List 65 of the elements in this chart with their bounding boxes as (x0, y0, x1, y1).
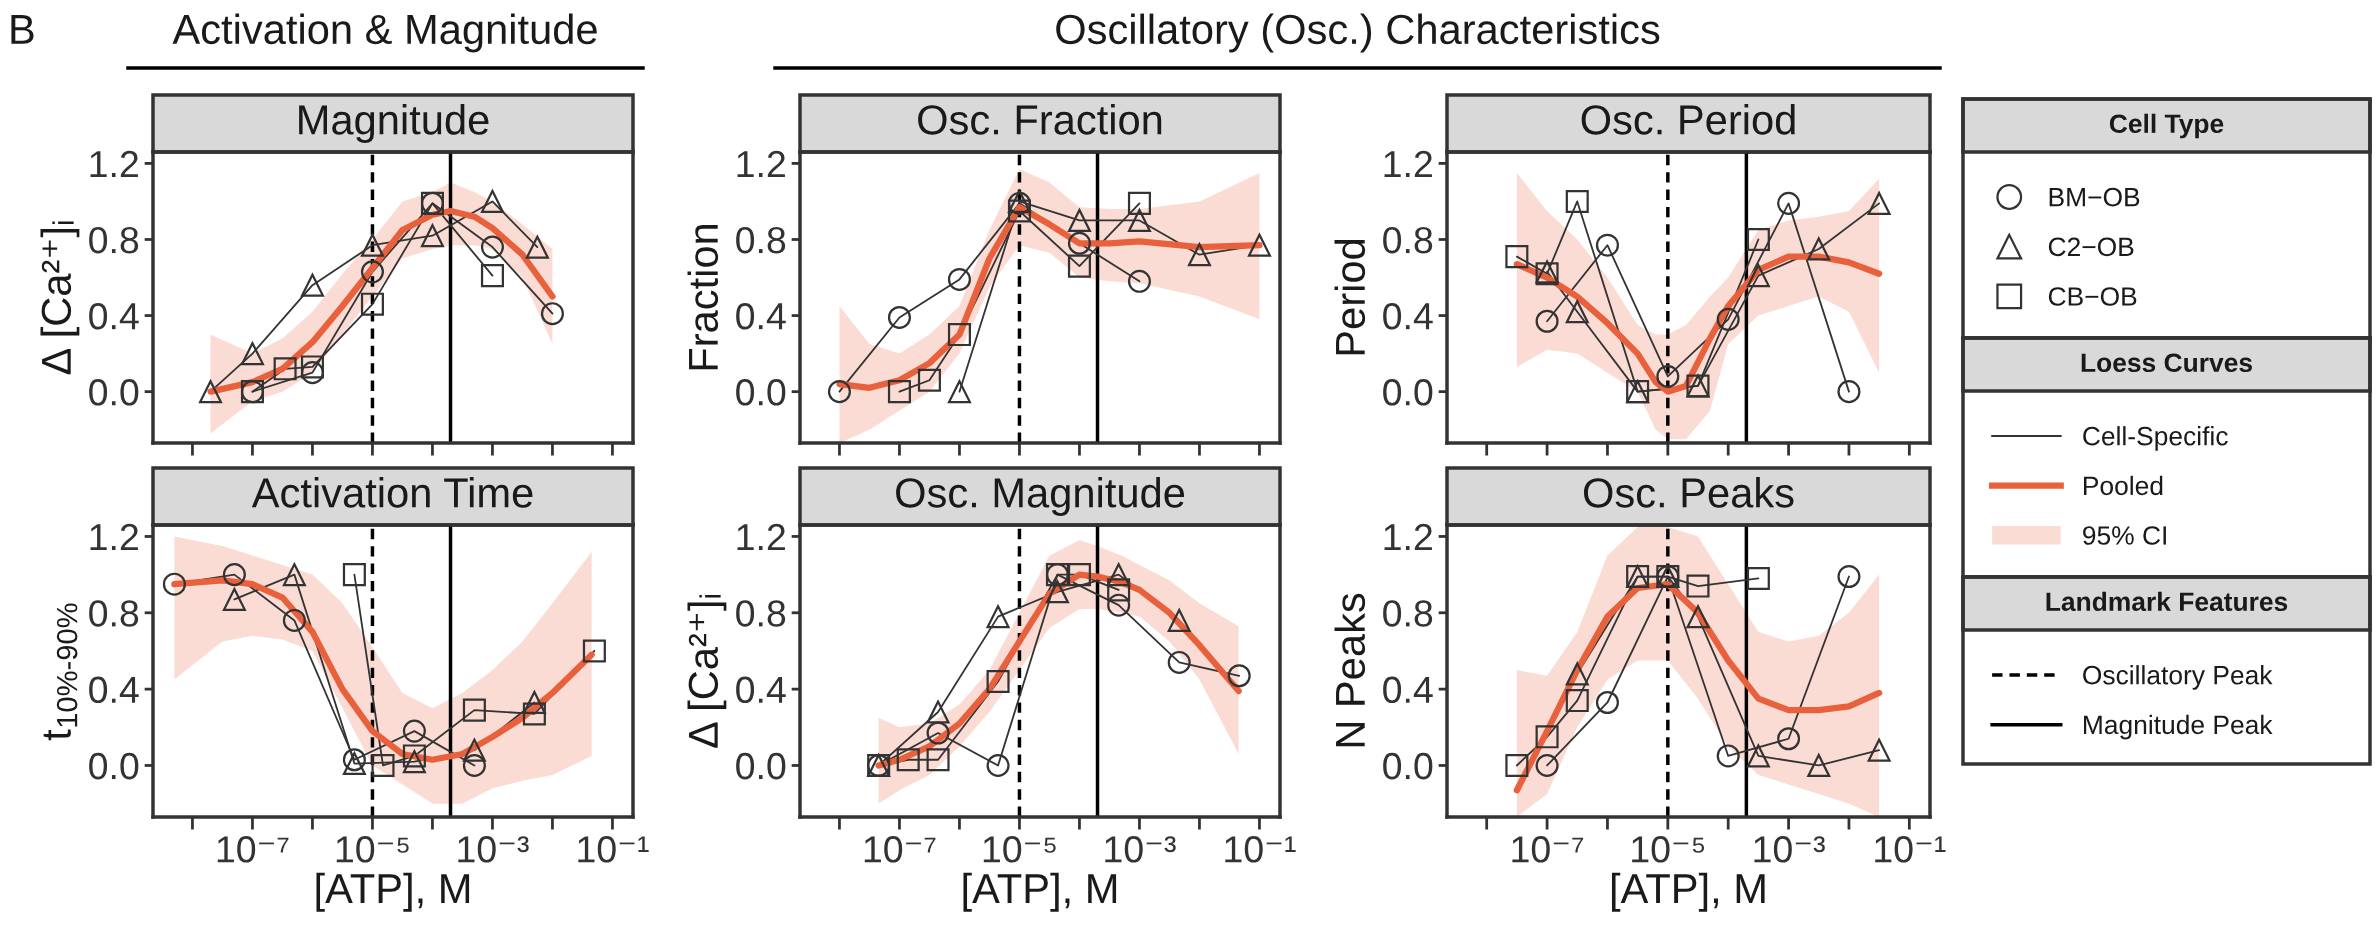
y-tick-label: 1.2 (737, 523, 785, 551)
legend-label: Pooled (2084, 475, 2163, 496)
text: Loess Curves (2081, 353, 2252, 373)
y-tick-label: 1.2 (90, 150, 138, 177)
y-axis-title: Δ [Ca²⁺]ᵢ (40, 221, 80, 375)
chart-title: Osc. Magnitude (896, 477, 1185, 516)
text: Landmark Features (2046, 591, 2288, 612)
y-tick-label: 0.0 (1383, 752, 1433, 780)
y-axis-title: Δ [Ca²⁺]ᵢ (687, 595, 727, 748)
y-tick-label: 1.2 (90, 523, 138, 551)
y-tick-label: 0.8 (1383, 600, 1433, 627)
x-tick-label: 10⁻³ (1105, 836, 1176, 863)
y-tick-label: 0.0 (89, 379, 139, 406)
y-axis-title: N Peaks (1334, 593, 1366, 747)
chart-title: Osc. Fraction (918, 104, 1162, 135)
legend-label: CB−OB (2048, 287, 2137, 306)
legend-label: Magnitude Peak (2084, 714, 2273, 740)
x-tick-label: 10⁻³ (1754, 836, 1825, 863)
x-tick-label: 10⁻¹ (578, 836, 649, 863)
y-tick-label: 1.2 (1384, 150, 1432, 177)
y-tick-label: 0.0 (89, 752, 139, 780)
x-tick-label: 10⁻⁷ (217, 836, 289, 863)
chart-title: Osc. Peaks (1583, 477, 1794, 508)
y-tick-label: 1.2 (737, 150, 785, 177)
x-tick-label: 10⁻¹ (1225, 836, 1296, 863)
text: Cell-Specific (2083, 426, 2228, 451)
chart-title: Osc. Period (1581, 104, 1795, 135)
y-tick-label: 0.0 (736, 379, 786, 406)
chart-title: Magnitude (299, 104, 489, 143)
legend-label: Oscillatory Peak (2083, 665, 2273, 690)
chart-title: Activation Time (251, 477, 533, 508)
chart-subtitle: Oscillatory (Osc.) Characteristics (1056, 13, 1660, 53)
y-tick-label: 0.0 (1383, 379, 1433, 406)
y-tick-label: 0.4 (89, 302, 139, 330)
x-tick-label: 10⁻³ (458, 836, 529, 863)
x-axis-title: [ATP], M (1611, 872, 1765, 912)
y-axis-title: Fraction (687, 224, 719, 370)
y-axis-title: Period (1334, 239, 1366, 355)
y-tick-label: 0.8 (1383, 226, 1433, 254)
y-tick-label: 0.8 (736, 226, 786, 254)
y-tick-label: 0.8 (89, 226, 139, 254)
y-tick-label: 0.0 (736, 752, 786, 780)
y-tick-label: 0.4 (1383, 302, 1433, 330)
legend-label: BM−OB (2049, 187, 2140, 207)
y-axis-title: t$_{10%-90%}$ (43, 603, 78, 741)
text: 95% CI (2083, 526, 2166, 545)
x-tick-label: 10⁻⁵ (983, 836, 1056, 863)
y-tick-label: 0.8 (736, 600, 786, 627)
legend-label: C2−OB (2048, 237, 2134, 257)
chart-subtitle: Activation & Magnitude (172, 13, 597, 53)
y-tick-label: 0.8 (89, 600, 139, 627)
x-tick-label: 10⁻¹ (1875, 836, 1946, 863)
x-tick-label: 10⁻⁷ (1512, 836, 1584, 863)
y-tick-label: 0.4 (736, 676, 786, 704)
legend-title: Cell Type (2109, 113, 2224, 139)
y-tick-label: 1.2 (1384, 523, 1432, 551)
x-tick-label: 10⁻⁵ (1632, 836, 1705, 863)
y-tick-label: 0.4 (736, 302, 786, 330)
text: B (11, 15, 34, 44)
x-axis-title: [ATP], M (316, 872, 470, 912)
x-tick-label: 10⁻⁵ (336, 836, 409, 863)
y-tick-label: 0.4 (1383, 676, 1433, 704)
x-tick-label: 10⁻⁷ (864, 836, 936, 863)
x-axis-title: [ATP], M (963, 872, 1117, 912)
y-tick-label: 0.4 (89, 676, 139, 704)
